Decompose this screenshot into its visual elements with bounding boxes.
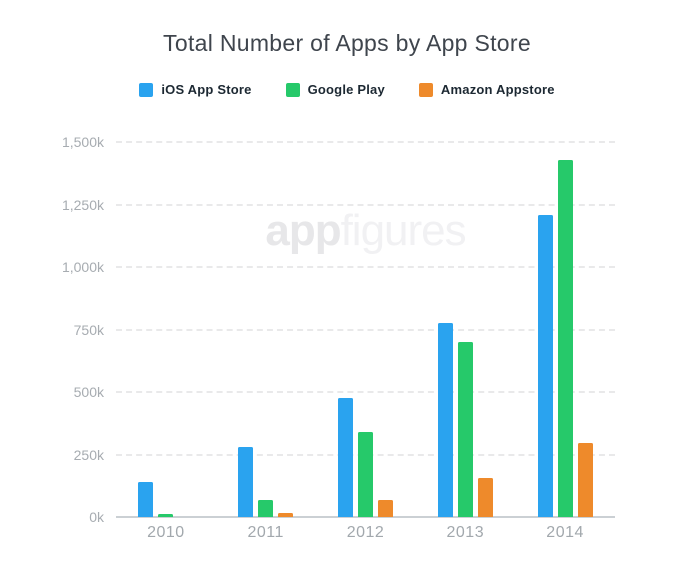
bar-ios-app-store-2011 (238, 447, 254, 517)
chart-title: Total Number of Apps by App Store (163, 30, 531, 56)
y-axis-tick-label: 250k (73, 446, 104, 463)
legend-item-google-play: Google Play (285, 82, 385, 97)
y-axis-tick-label: 1,500k (61, 134, 104, 150)
bar-amazon-appstore-2011 (278, 513, 294, 517)
y-axis-tick-label: 1,000k (61, 259, 104, 275)
bar-ios-app-store-2010 (138, 482, 154, 517)
legend-swatch-icon (139, 82, 154, 97)
y-axis-tick-label: 1,250k (61, 196, 104, 213)
bar-ios-app-store-2013 (437, 323, 453, 517)
legend-item-amazon-appstore: Amazon Appstore (418, 82, 555, 97)
legend-label: Google Play (307, 82, 385, 97)
bar-ios-app-store-2012 (338, 398, 353, 517)
bar-google-play-2014 (557, 159, 573, 517)
legend-label: iOS App Store (161, 82, 252, 97)
bar-google-play-2012 (358, 432, 373, 517)
watermark-suffix: figures (340, 206, 467, 255)
bar-google-play-2010 (158, 513, 174, 517)
bar-google-play-2013 (457, 342, 473, 517)
legend: iOS App Store Google Play Amazon Appstore (0, 82, 694, 97)
x-axis-tick-label: 2013 (446, 524, 485, 541)
gridline (116, 328, 615, 331)
y-axis-tick-label: 0k (89, 509, 104, 525)
watermark-prefix: app (265, 206, 341, 255)
bar-ios-app-store-2014 (537, 214, 553, 517)
bar-amazon-appstore-2014 (577, 443, 593, 517)
gridline (116, 203, 615, 206)
x-axis-tick-label: 2012 (346, 524, 385, 541)
legend-label: Amazon Appstore (440, 82, 555, 97)
legend-swatch-icon (418, 82, 433, 97)
appfigures-watermark: appfigures (116, 206, 615, 256)
gridline (116, 141, 615, 143)
y-axis-tick-label: 500k (73, 384, 104, 400)
x-axis-baseline (116, 516, 615, 518)
x-axis-tick-label: 2011 (247, 524, 284, 541)
legend-swatch-icon (285, 82, 300, 97)
bar-amazon-appstore-2012 (378, 499, 393, 517)
bar-google-play-2011 (258, 499, 274, 517)
x-axis-tick-label: 2014 (546, 524, 584, 541)
y-axis-tick-label: 750k (73, 321, 104, 338)
x-axis-tick-label: 2010 (147, 524, 185, 541)
gridline (116, 391, 615, 393)
bar-amazon-appstore-2013 (477, 478, 493, 517)
legend-item-ios-app-store: iOS App Store (139, 82, 251, 97)
gridline (116, 266, 615, 268)
